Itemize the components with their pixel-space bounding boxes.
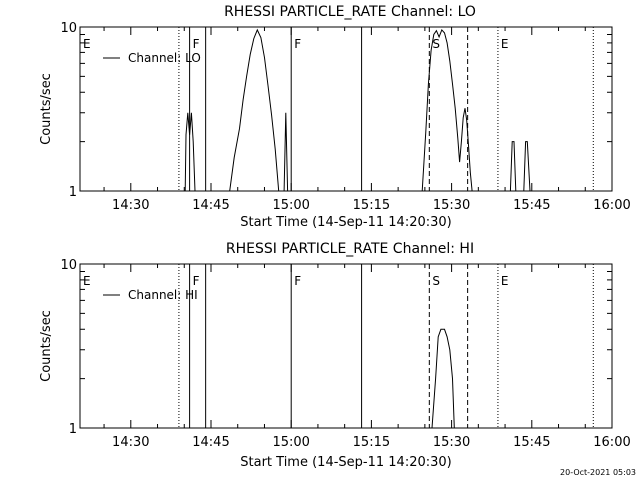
event-label: S xyxy=(432,274,440,288)
x-tick-label: 15:45 xyxy=(513,435,550,450)
y-axis-label-lo: Counts/sec xyxy=(39,73,54,145)
legend-label-hi: Channel: HI xyxy=(128,288,198,302)
x-tick-label: 14:45 xyxy=(192,435,229,450)
legend-label-lo: Channel: LO xyxy=(128,51,201,65)
series-line-lo xyxy=(184,28,531,192)
x-tick-label: 15:00 xyxy=(272,435,309,450)
chart-panel-hi: RHESSI PARTICLE_RATE Channel: HI Counts/… xyxy=(39,241,631,470)
x-tick-label: 16:00 xyxy=(593,435,630,450)
y-tick-label: 1 xyxy=(69,185,77,200)
chart-panel-lo: RHESSI PARTICLE_RATE Channel: LO Counts/… xyxy=(39,4,631,230)
y-tick-label: 1 xyxy=(69,422,77,437)
x-tick-label: 15:15 xyxy=(353,435,390,450)
event-label: E xyxy=(83,274,91,288)
x-tick-label: 14:30 xyxy=(112,198,149,213)
event-label: F xyxy=(193,37,200,51)
y-tick-label: 10 xyxy=(60,258,77,273)
event-label: E xyxy=(501,37,509,51)
series-line-hi xyxy=(431,328,455,429)
event-label: F xyxy=(294,274,301,288)
x-axis-label-hi: Start Time (14-Sep-11 14:20:30) xyxy=(240,455,451,470)
event-label: E xyxy=(501,274,509,288)
timestamp: 20-Oct-2021 05:03 xyxy=(560,468,636,477)
event-label: S xyxy=(432,37,440,51)
x-tick-label: 16:00 xyxy=(593,198,630,213)
x-tick-label: 15:15 xyxy=(353,198,390,213)
chart-title-lo: RHESSI PARTICLE_RATE Channel: LO xyxy=(224,4,476,20)
x-tick-label: 15:30 xyxy=(433,198,470,213)
y-axis-label-hi: Counts/sec xyxy=(39,310,54,382)
event-label: F xyxy=(193,274,200,288)
x-tick-label: 15:45 xyxy=(513,198,550,213)
x-tick-label: 15:30 xyxy=(433,435,470,450)
x-tick-label: 14:30 xyxy=(112,435,149,450)
x-tick-label: 14:45 xyxy=(192,198,229,213)
x-tick-label: 15:00 xyxy=(272,198,309,213)
x-axis-label-lo: Start Time (14-Sep-11 14:20:30) xyxy=(240,215,451,230)
y-tick-label: 10 xyxy=(60,21,77,36)
chart-title-hi: RHESSI PARTICLE_RATE Channel: HI xyxy=(226,241,474,257)
event-label: E xyxy=(83,37,91,51)
event-label: F xyxy=(294,37,301,51)
